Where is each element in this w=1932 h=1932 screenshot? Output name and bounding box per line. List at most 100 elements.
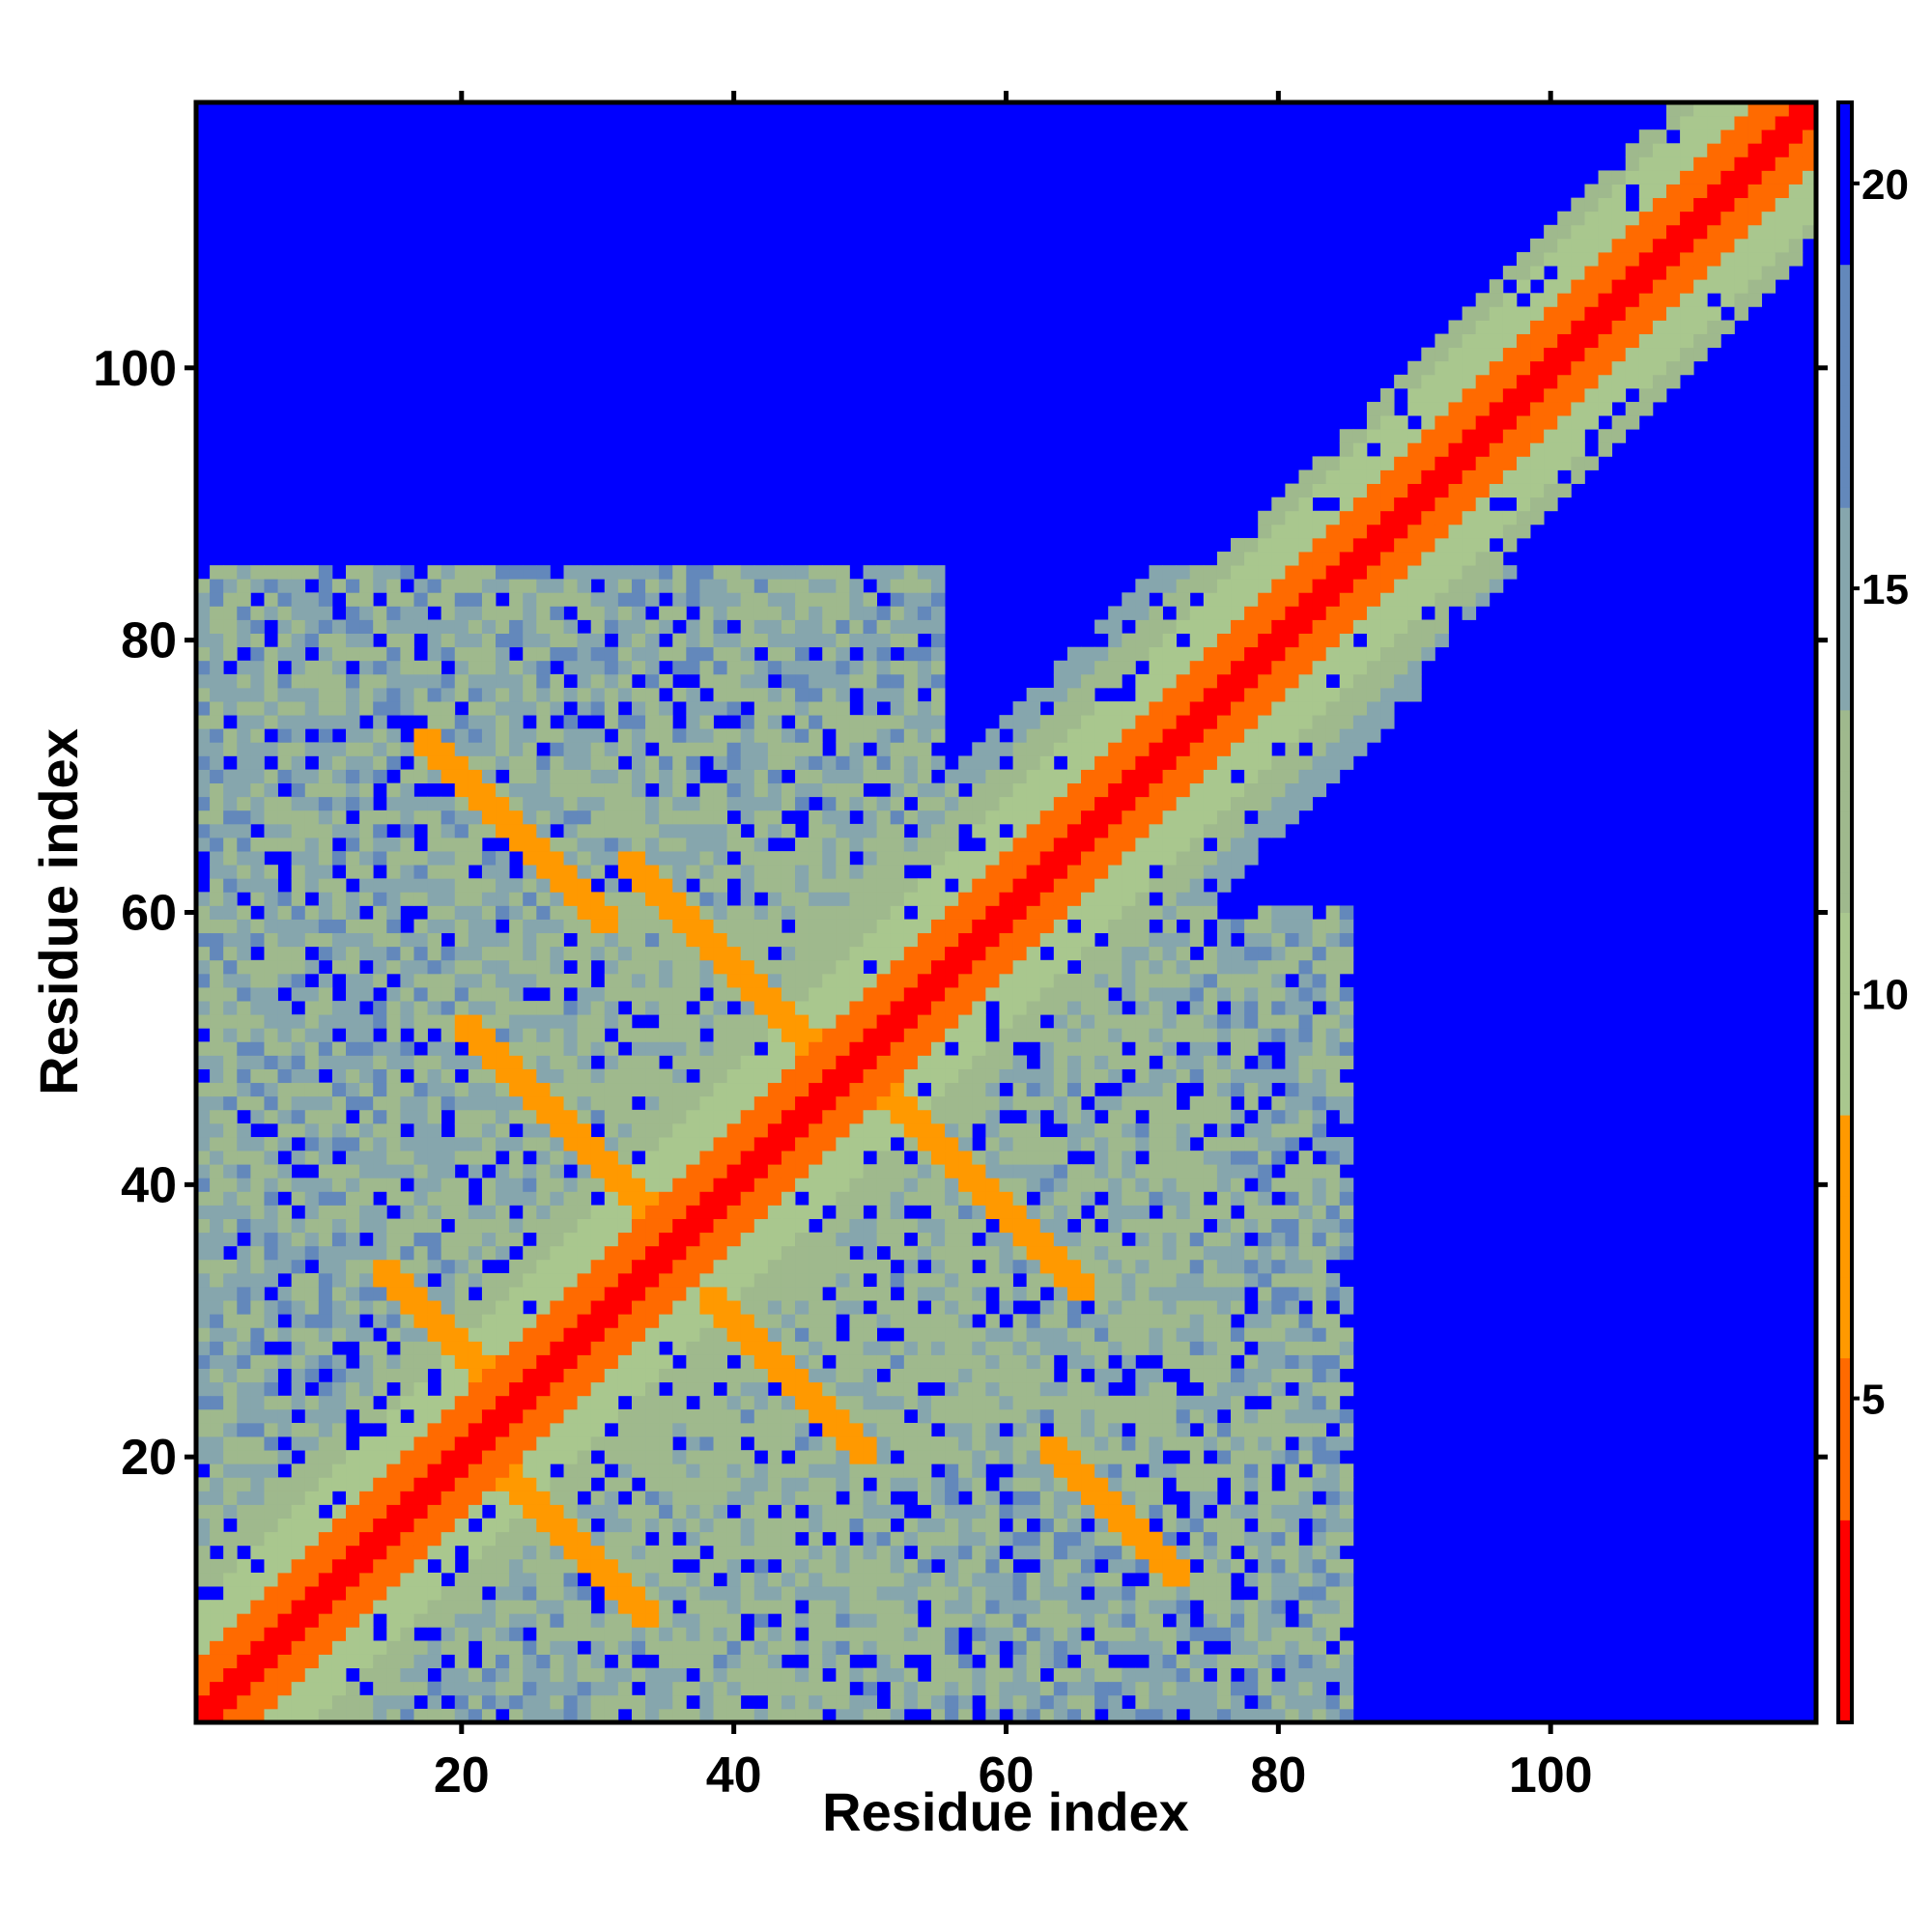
heatmap-cell <box>903 946 919 961</box>
heatmap-cell <box>318 1245 333 1261</box>
heatmap-cell <box>277 1450 293 1464</box>
heatmap-cell <box>740 1368 755 1383</box>
heatmap-cell <box>523 1368 537 1383</box>
heatmap-cell <box>1026 1694 1041 1710</box>
heatmap-cell <box>210 673 224 689</box>
heatmap-cell <box>659 606 673 620</box>
heatmap-cell <box>196 619 211 634</box>
heatmap-cell <box>930 1272 946 1288</box>
heatmap-cell <box>196 646 211 662</box>
heatmap-cell <box>563 1613 578 1628</box>
heatmap-cell <box>753 1408 769 1424</box>
heatmap-cell <box>809 1491 823 1505</box>
heatmap-cell <box>617 1082 633 1097</box>
heatmap-cell <box>359 1654 374 1669</box>
heatmap-cell <box>291 646 306 662</box>
heatmap-cell <box>822 660 837 675</box>
heatmap-cell <box>331 1245 347 1261</box>
heatmap-cell <box>577 1122 592 1138</box>
heatmap-cell <box>346 1694 360 1710</box>
heatmap-cell <box>713 1354 727 1369</box>
heatmap-cell <box>277 1068 293 1084</box>
heatmap-cell <box>223 1600 238 1614</box>
heatmap-cell <box>346 715 360 729</box>
heatmap-cell <box>876 946 892 961</box>
heatmap-cell <box>740 1341 755 1355</box>
heatmap-cell <box>318 1232 333 1247</box>
heatmap-cell <box>767 1354 782 1369</box>
heatmap-cell <box>767 1164 782 1179</box>
heatmap-cell <box>400 592 414 607</box>
heatmap-cell <box>726 1531 742 1547</box>
heatmap-cell <box>1026 959 1041 975</box>
heatmap-cell <box>972 1001 986 1015</box>
heatmap-cell <box>1026 1600 1041 1614</box>
heatmap-cell <box>726 742 742 756</box>
heatmap-cell <box>304 565 320 580</box>
heatmap-cell <box>250 1232 265 1247</box>
heatmap-cell <box>1081 878 1095 893</box>
heatmap-cell <box>809 1272 823 1288</box>
heatmap-cell <box>440 1041 456 1056</box>
heatmap-cell <box>876 1068 892 1084</box>
heatmap-cell <box>809 1109 823 1124</box>
heatmap-cell <box>1039 1450 1055 1464</box>
heatmap-cell <box>822 1450 837 1464</box>
heatmap-cell <box>373 1531 387 1547</box>
heatmap-cell <box>523 1191 537 1206</box>
heatmap-cell <box>536 1327 551 1342</box>
heatmap-cell <box>917 619 932 634</box>
heatmap-cell <box>1053 1667 1068 1683</box>
heatmap-cell <box>196 1082 211 1097</box>
heatmap-cell <box>523 1708 537 1723</box>
heatmap-cell <box>809 1068 823 1084</box>
heatmap-cell <box>713 1327 727 1342</box>
heatmap-cell <box>563 1627 578 1641</box>
heatmap-cell <box>836 810 850 825</box>
heatmap-cell <box>304 823 320 838</box>
heatmap-cell <box>713 1151 727 1165</box>
heatmap-cell <box>237 1368 251 1383</box>
heatmap-cell <box>645 1109 660 1124</box>
heatmap-cell <box>386 1436 401 1451</box>
heatmap-cell <box>604 1151 619 1165</box>
heatmap-cell <box>1066 728 1082 743</box>
heatmap-cell <box>767 1001 782 1015</box>
heatmap-cell <box>454 742 469 756</box>
heatmap-cell <box>496 1667 510 1683</box>
heatmap-cell <box>454 1613 469 1628</box>
heatmap-cell <box>1039 1028 1055 1042</box>
heatmap-cell <box>223 1014 238 1029</box>
heatmap-cell <box>413 1314 428 1328</box>
heatmap-cell <box>672 1613 687 1628</box>
heatmap-cell <box>836 1354 850 1369</box>
heatmap-cell <box>454 755 469 770</box>
heatmap-cell <box>659 1395 673 1410</box>
heatmap-cell <box>849 1095 864 1111</box>
heatmap-cell <box>753 1477 769 1492</box>
heatmap-cell <box>809 633 823 648</box>
heatmap-cell <box>1053 1068 1068 1084</box>
heatmap-cell <box>318 565 333 580</box>
heatmap-cell <box>1053 1341 1068 1355</box>
heatmap-cell <box>903 1341 919 1355</box>
heatmap-cell <box>604 1518 619 1533</box>
heatmap-cell <box>645 1068 660 1084</box>
heatmap-cell <box>890 1586 905 1601</box>
heatmap-cell <box>930 1708 946 1723</box>
heatmap-cell <box>1066 1001 1082 1015</box>
heatmap-cell <box>890 1640 905 1655</box>
heatmap-cell <box>481 1218 497 1234</box>
heatmap-cell <box>210 1681 224 1696</box>
heatmap-cell <box>523 1408 537 1424</box>
heatmap-cell <box>536 932 551 948</box>
heatmap-cell <box>767 1314 782 1328</box>
heatmap-cell <box>876 892 892 906</box>
heatmap-cell <box>809 1463 823 1478</box>
heatmap-cell <box>304 1463 320 1478</box>
heatmap-cell <box>659 1041 673 1056</box>
heatmap-cell <box>795 865 810 879</box>
heatmap-cell <box>523 606 537 620</box>
heatmap-cell <box>672 1300 687 1315</box>
heatmap-cell <box>237 687 251 702</box>
